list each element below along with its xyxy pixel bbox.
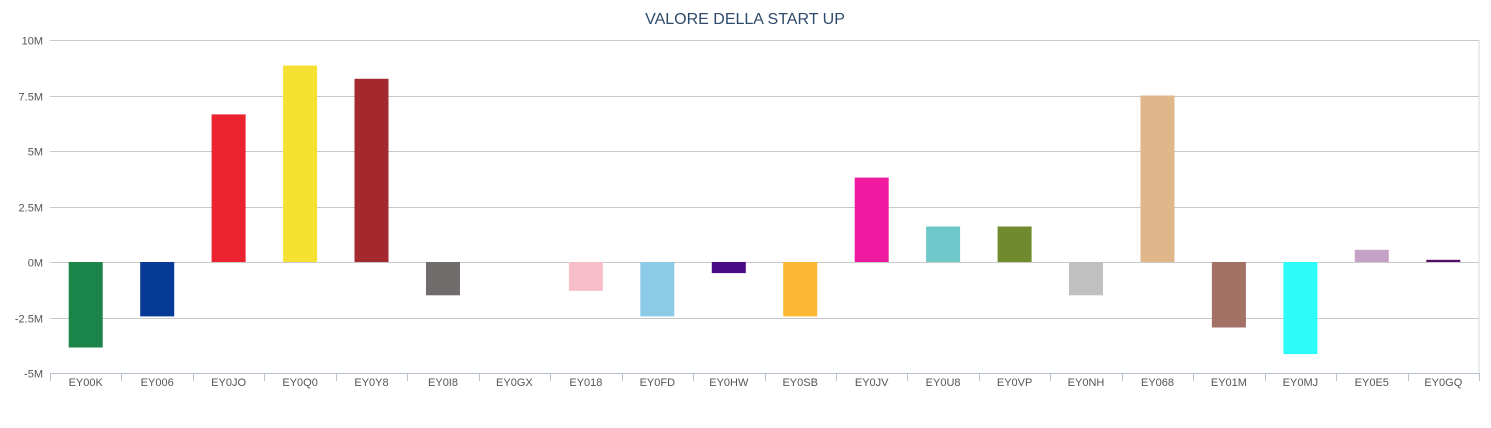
x-tick-label: EY0E5 <box>1355 377 1389 389</box>
bar-ey0mj[interactable] <box>1283 262 1318 355</box>
x-tick-label: EY006 <box>141 377 174 389</box>
x-tick-label: EY0JO <box>211 377 246 389</box>
x-tick-label: EY0I8 <box>428 377 458 389</box>
x-tick-label: EY0GX <box>496 377 533 389</box>
x-tick-label: EY068 <box>1141 377 1174 389</box>
x-tick-label: EY00K <box>69 377 104 389</box>
bar-ey0jv[interactable] <box>854 177 889 262</box>
bar-ey0u8[interactable] <box>926 226 961 263</box>
gridlines <box>50 40 1480 373</box>
x-tick-label: EY0GQ <box>1424 377 1462 389</box>
bars <box>68 65 1461 355</box>
y-tick-label: 10M <box>22 36 43 48</box>
bar-ey006[interactable] <box>140 262 175 317</box>
bar-ey0i8[interactable] <box>426 262 460 296</box>
x-tick-label: EY0VP <box>997 377 1032 389</box>
y-tick-label: 7.5M <box>19 92 43 104</box>
x-tick-label: EY01M <box>1211 377 1247 389</box>
bar-ey0nh[interactable] <box>1069 262 1103 296</box>
bar-ey0vp[interactable] <box>997 226 1032 263</box>
bar-ey0jo[interactable] <box>211 114 246 263</box>
x-tick-label: EY0Y8 <box>354 377 388 389</box>
bar-ey0e5[interactable] <box>1354 249 1389 262</box>
bar-ey0gq[interactable] <box>1426 259 1461 262</box>
x-tick-label: EY0SB <box>782 377 817 389</box>
y-axis-labels: 10M 7.5M 5M 2.5M 0M -2.5M -5M <box>15 36 43 381</box>
bar-ey068[interactable] <box>1140 95 1175 263</box>
y-tick-label: 2.5M <box>19 203 43 215</box>
x-tick-label: EY0U8 <box>926 377 961 389</box>
y-tick-label: 5M <box>28 147 43 159</box>
bar-ey0y8[interactable] <box>354 78 389 262</box>
bar-ey0hw[interactable] <box>711 262 746 274</box>
bar-ey0fd[interactable] <box>640 262 675 317</box>
bar-ey0q0[interactable] <box>283 65 318 263</box>
x-tick-label: EY018 <box>569 377 602 389</box>
x-tick-label: EY0MJ <box>1283 377 1318 389</box>
x-tick-label: EY0HW <box>709 377 749 389</box>
x-tick-label: EY0FD <box>640 377 676 389</box>
bar-ey00k[interactable] <box>68 262 103 348</box>
x-axis: EY00K EY006 EY0JO EY0Q0 EY0Y8 EY0I8 EY0GX EY018… <box>50 373 1480 389</box>
bar-ey01m[interactable] <box>1211 262 1246 328</box>
y-tick-label: -2.5M <box>15 314 43 326</box>
bar-ey0sb[interactable] <box>783 262 818 317</box>
bar-ey018[interactable] <box>568 262 603 291</box>
y-tick-label: -5M <box>24 369 43 381</box>
chart-title: VALORE DELLA START UP <box>645 11 845 28</box>
x-tick-label: EY0JV <box>855 377 889 389</box>
x-tick-label: EY0Q0 <box>282 377 317 389</box>
y-tick-label: 0M <box>28 258 43 270</box>
x-tick-label: EY0NH <box>1068 377 1105 389</box>
